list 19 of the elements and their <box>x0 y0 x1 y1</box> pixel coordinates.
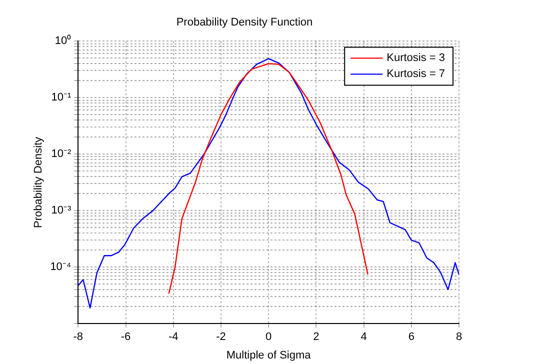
x-tick-label: 4 <box>360 331 367 344</box>
x-tick-label: 2 <box>313 331 320 344</box>
x-tick-label: 6 <box>408 331 414 344</box>
y-tick-label: 10⁻² <box>51 148 72 160</box>
x-tick-label: 8 <box>456 331 462 344</box>
y-tick-label: 10⁻³ <box>51 204 72 217</box>
y-tick-label: 10⁻¹ <box>51 92 72 104</box>
x-axis-title: Multiple of Sigma <box>226 349 312 362</box>
x-tick-label: -4 <box>168 331 178 344</box>
x-tick-label: -6 <box>120 331 131 344</box>
y-tick-label: 10⁰ <box>54 34 72 48</box>
x-tick-label: -2 <box>216 331 226 344</box>
y-axis-title: Probability Density <box>32 136 45 228</box>
legend-label: Kurtosis = 3 <box>386 52 445 64</box>
x-tick-label: -8 <box>73 331 84 344</box>
x-tick-label: 0 <box>266 331 272 344</box>
chart-title: Probability Density Function <box>176 16 313 29</box>
y-tick-label: 10⁻⁴ <box>50 261 72 274</box>
legend-label: Kurtosis = 7 <box>386 68 445 80</box>
